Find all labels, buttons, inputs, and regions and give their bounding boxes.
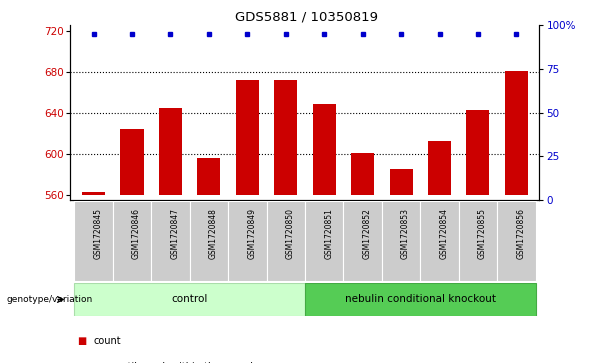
Bar — [497, 201, 536, 281]
Text: percentile rank within the sample: percentile rank within the sample — [94, 362, 259, 363]
Text: GSM1720851: GSM1720851 — [324, 208, 333, 259]
Bar — [74, 283, 305, 316]
Text: GSM1720848: GSM1720848 — [209, 208, 218, 259]
Bar — [82, 192, 105, 195]
Text: GSM1720845: GSM1720845 — [94, 208, 102, 259]
Bar — [274, 80, 297, 195]
Bar — [74, 201, 113, 281]
Bar — [389, 169, 413, 195]
Bar — [267, 201, 305, 281]
Bar — [466, 110, 489, 195]
Text: control: control — [172, 294, 208, 305]
Bar — [459, 201, 497, 281]
Bar — [197, 158, 221, 195]
Bar — [382, 201, 421, 281]
Text: GSM1720849: GSM1720849 — [247, 208, 256, 259]
Text: GDS5881 / 10350819: GDS5881 / 10350819 — [235, 11, 378, 24]
Bar — [228, 201, 267, 281]
Bar — [343, 201, 382, 281]
Text: GSM1720850: GSM1720850 — [286, 208, 295, 259]
Bar — [236, 80, 259, 195]
Bar — [121, 129, 143, 195]
Bar — [305, 201, 343, 281]
Bar — [351, 152, 374, 195]
Bar — [313, 104, 336, 195]
Text: GSM1720852: GSM1720852 — [363, 208, 371, 259]
Text: ■: ■ — [77, 336, 86, 346]
Bar — [113, 201, 151, 281]
Text: GSM1720853: GSM1720853 — [401, 208, 410, 259]
Bar — [505, 70, 528, 195]
Text: nebulin conditional knockout: nebulin conditional knockout — [345, 294, 496, 305]
Text: GSM1720846: GSM1720846 — [132, 208, 141, 259]
Text: GSM1720854: GSM1720854 — [440, 208, 449, 259]
Text: GSM1720856: GSM1720856 — [516, 208, 525, 259]
Bar — [189, 201, 228, 281]
Text: genotype/variation: genotype/variation — [6, 295, 93, 304]
Bar — [159, 109, 182, 195]
Bar — [151, 201, 189, 281]
Bar — [428, 141, 451, 195]
Bar — [421, 201, 459, 281]
Text: count: count — [94, 336, 121, 346]
Text: GSM1720847: GSM1720847 — [170, 208, 180, 259]
Bar — [305, 283, 536, 316]
Text: ■: ■ — [77, 362, 86, 363]
Text: GSM1720855: GSM1720855 — [478, 208, 487, 259]
